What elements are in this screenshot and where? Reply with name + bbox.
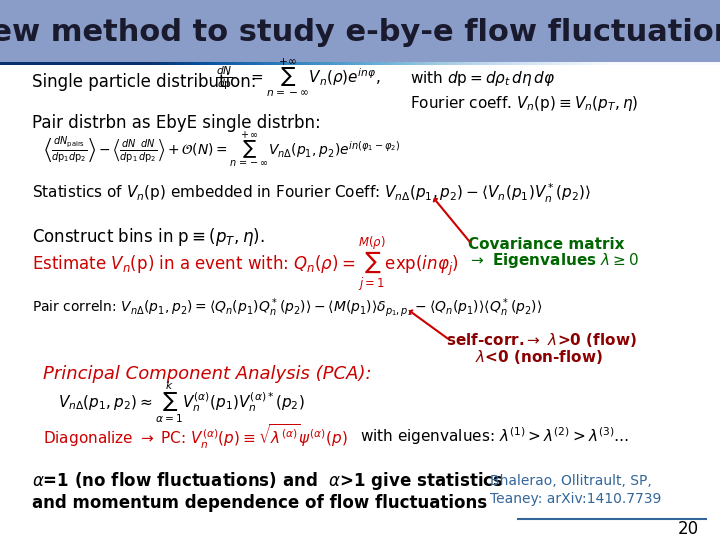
Text: $\lambda$<0 (non-flow): $\lambda$<0 (non-flow)	[475, 348, 603, 367]
Text: with eigenvalues: $\lambda^{(1)} > \lambda^{(2)} > \lambda^{(3)} \ldots$: with eigenvalues: $\lambda^{(1)} > \lamb…	[360, 426, 629, 447]
Text: $= \sum_{n=-\infty}^{+\infty} V_n(\rho)e^{in\varphi},$: $= \sum_{n=-\infty}^{+\infty} V_n(\rho)e…	[248, 57, 381, 99]
Text: Pair distrbn as EbyE single distrbn:: Pair distrbn as EbyE single distrbn:	[32, 114, 321, 132]
Text: $\frac{dN}{d\mathrm{p}}$: $\frac{dN}{d\mathrm{p}}$	[216, 65, 233, 92]
Text: Estimate $V_n(\mathrm{p})$ in a event with: $Q_n(\rho) = \sum_{j=1}^{M(\rho)} \e: Estimate $V_n(\mathrm{p})$ in a event wi…	[32, 235, 459, 294]
FancyBboxPatch shape	[0, 0, 720, 62]
Text: Principal Component Analysis (PCA):: Principal Component Analysis (PCA):	[43, 364, 372, 383]
Text: $\rightarrow$ Eigenvalues $\lambda \geq 0$: $\rightarrow$ Eigenvalues $\lambda \geq …	[468, 251, 639, 270]
Text: $V_{n\Delta}(p_1, p_2) \approx \sum_{\alpha=1}^{k} V_n^{(\alpha)}(p_1) V_n^{(\al: $V_{n\Delta}(p_1, p_2) \approx \sum_{\al…	[58, 380, 305, 425]
Text: Teaney: arXiv:1410.7739: Teaney: arXiv:1410.7739	[490, 492, 661, 507]
Text: self-corr.$\rightarrow$ $\lambda$>0 (flow): self-corr.$\rightarrow$ $\lambda$>0 (flo…	[446, 331, 637, 349]
Text: Diagonalize $\rightarrow$ PC: $V_n^{(\alpha)}(p) \equiv \sqrt{\lambda^{(\alpha)}: Diagonalize $\rightarrow$ PC: $V_n^{(\al…	[43, 422, 348, 450]
Text: 20: 20	[678, 520, 698, 538]
Text: Bhalerao, Ollitrault, SP,: Bhalerao, Ollitrault, SP,	[490, 474, 652, 488]
Text: with $d\mathrm{p} = d\rho_t\, d\eta\, d\varphi$: with $d\mathrm{p} = d\rho_t\, d\eta\, d\…	[410, 69, 556, 88]
Text: $\left\langle \frac{dN_\mathrm{pairs}}{d\mathrm{p}_1 d\mathrm{p}_2} \right\rangl: $\left\langle \frac{dN_\mathrm{pairs}}{d…	[43, 129, 400, 170]
Text: New method to study e-by-e flow fluctuations: New method to study e-by-e flow fluctuat…	[0, 18, 720, 47]
Text: Statistics of $V_n(\mathrm{p})$ embedded in Fourier Coeff: $V_{n\Delta}(p_1, p_2: Statistics of $V_n(\mathrm{p})$ embedded…	[32, 182, 591, 205]
Text: Single particle distribution:: Single particle distribution:	[32, 73, 257, 91]
FancyBboxPatch shape	[0, 65, 720, 540]
Text: $\alpha$=1 (no flow fluctuations) and  $\alpha$>1 give statistics: $\alpha$=1 (no flow fluctuations) and $\…	[32, 470, 504, 491]
Text: Pair correln: $V_{n\Delta}(p_1, p_2) = \langle Q_n(p_1) Q_n^*(p_2) \rangle - \la: Pair correln: $V_{n\Delta}(p_1, p_2) = \…	[32, 296, 543, 319]
Text: and momentum dependence of flow fluctuations: and momentum dependence of flow fluctuat…	[32, 494, 487, 512]
Text: Covariance matrix: Covariance matrix	[468, 237, 624, 252]
Text: Fourier coeff. $V_n(\mathrm{p}) \equiv V_n(p_T, \eta)$: Fourier coeff. $V_n(\mathrm{p}) \equiv V…	[410, 94, 639, 113]
Text: Construct bins in $\mathrm{p}{\equiv}(p_T, \eta)$.: Construct bins in $\mathrm{p}{\equiv}(p_…	[32, 226, 265, 247]
